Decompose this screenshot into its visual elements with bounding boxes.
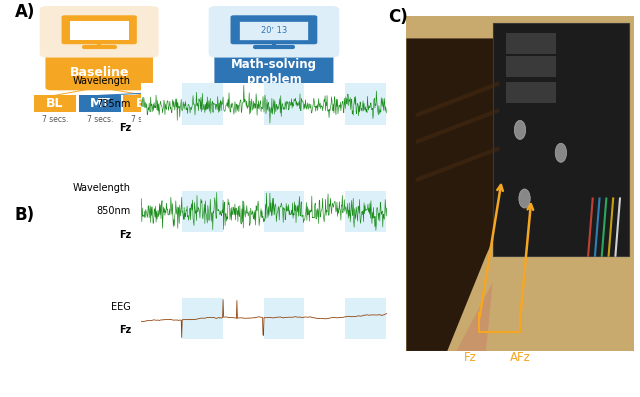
Text: Fz: Fz — [118, 123, 131, 133]
Text: C): C) — [388, 8, 408, 26]
Text: 850nm: 850nm — [97, 206, 131, 216]
Text: EEG: EEG — [111, 302, 131, 312]
Circle shape — [519, 189, 530, 208]
Text: 735nm: 735nm — [97, 99, 131, 109]
FancyBboxPatch shape — [506, 33, 556, 54]
FancyBboxPatch shape — [213, 95, 255, 112]
Bar — [182, 83, 223, 125]
FancyBboxPatch shape — [506, 82, 556, 103]
FancyBboxPatch shape — [124, 95, 166, 112]
Text: BL: BL — [46, 97, 64, 110]
Text: 7 secs.: 7 secs. — [176, 115, 203, 124]
Bar — [346, 191, 386, 232]
Text: Fz: Fz — [118, 325, 131, 335]
FancyBboxPatch shape — [406, 15, 634, 351]
Bar — [264, 298, 305, 339]
Text: Fz: Fz — [118, 230, 131, 240]
Text: Wavelength: Wavelength — [73, 183, 131, 193]
Text: 7 secs.: 7 secs. — [42, 115, 68, 124]
Text: Math-solving
problem: Math-solving problem — [231, 58, 317, 87]
Bar — [182, 298, 223, 339]
Text: MT: MT — [90, 97, 111, 110]
FancyBboxPatch shape — [45, 54, 153, 91]
FancyBboxPatch shape — [168, 95, 211, 112]
Polygon shape — [493, 23, 629, 256]
FancyBboxPatch shape — [214, 54, 333, 91]
Text: MT: MT — [268, 97, 289, 110]
FancyBboxPatch shape — [239, 21, 308, 40]
FancyBboxPatch shape — [258, 95, 300, 112]
Bar — [346, 83, 386, 125]
Bar — [182, 191, 223, 232]
Text: 7 secs.: 7 secs. — [266, 115, 292, 124]
Text: BL: BL — [225, 97, 243, 110]
Text: 20ʼ 13: 20ʼ 13 — [260, 26, 287, 35]
Circle shape — [515, 120, 525, 139]
FancyBboxPatch shape — [506, 56, 556, 77]
Text: A): A) — [15, 3, 35, 21]
Bar — [264, 191, 305, 232]
Text: B): B) — [14, 206, 34, 224]
Bar — [264, 83, 305, 125]
Bar — [346, 298, 386, 339]
Text: 7 secs.: 7 secs. — [221, 115, 247, 124]
Text: AFz: AFz — [509, 351, 531, 364]
FancyBboxPatch shape — [40, 6, 159, 58]
Text: Fz: Fz — [463, 351, 476, 364]
FancyBboxPatch shape — [61, 15, 137, 44]
FancyBboxPatch shape — [230, 15, 317, 44]
Text: Baseline: Baseline — [70, 66, 129, 79]
FancyBboxPatch shape — [79, 95, 121, 112]
Text: Wavelength: Wavelength — [73, 76, 131, 86]
Text: 7 secs.: 7 secs. — [131, 115, 157, 124]
Text: BL: BL — [136, 97, 153, 110]
FancyBboxPatch shape — [209, 6, 339, 58]
Circle shape — [556, 143, 566, 162]
FancyBboxPatch shape — [34, 95, 76, 112]
Text: MT: MT — [179, 97, 200, 110]
FancyBboxPatch shape — [70, 21, 129, 40]
Text: 7 secs.: 7 secs. — [87, 115, 113, 124]
Polygon shape — [406, 282, 493, 351]
Polygon shape — [406, 39, 543, 351]
